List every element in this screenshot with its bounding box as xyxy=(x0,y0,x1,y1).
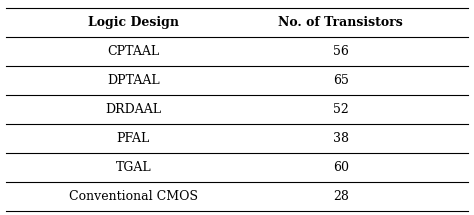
Text: 28: 28 xyxy=(333,190,348,203)
Text: TGAL: TGAL xyxy=(116,161,151,174)
Text: 52: 52 xyxy=(333,103,348,116)
Text: DRDAAL: DRDAAL xyxy=(105,103,161,116)
Text: PFAL: PFAL xyxy=(117,132,150,145)
Text: DPTAAL: DPTAAL xyxy=(107,74,160,87)
Text: 60: 60 xyxy=(333,161,349,174)
Text: Conventional CMOS: Conventional CMOS xyxy=(69,190,198,203)
Text: No. of Transistors: No. of Transistors xyxy=(278,16,403,29)
Text: 56: 56 xyxy=(333,45,348,58)
Text: Logic Design: Logic Design xyxy=(88,16,179,29)
Text: CPTAAL: CPTAAL xyxy=(107,45,159,58)
Text: 38: 38 xyxy=(333,132,349,145)
Text: 65: 65 xyxy=(333,74,348,87)
